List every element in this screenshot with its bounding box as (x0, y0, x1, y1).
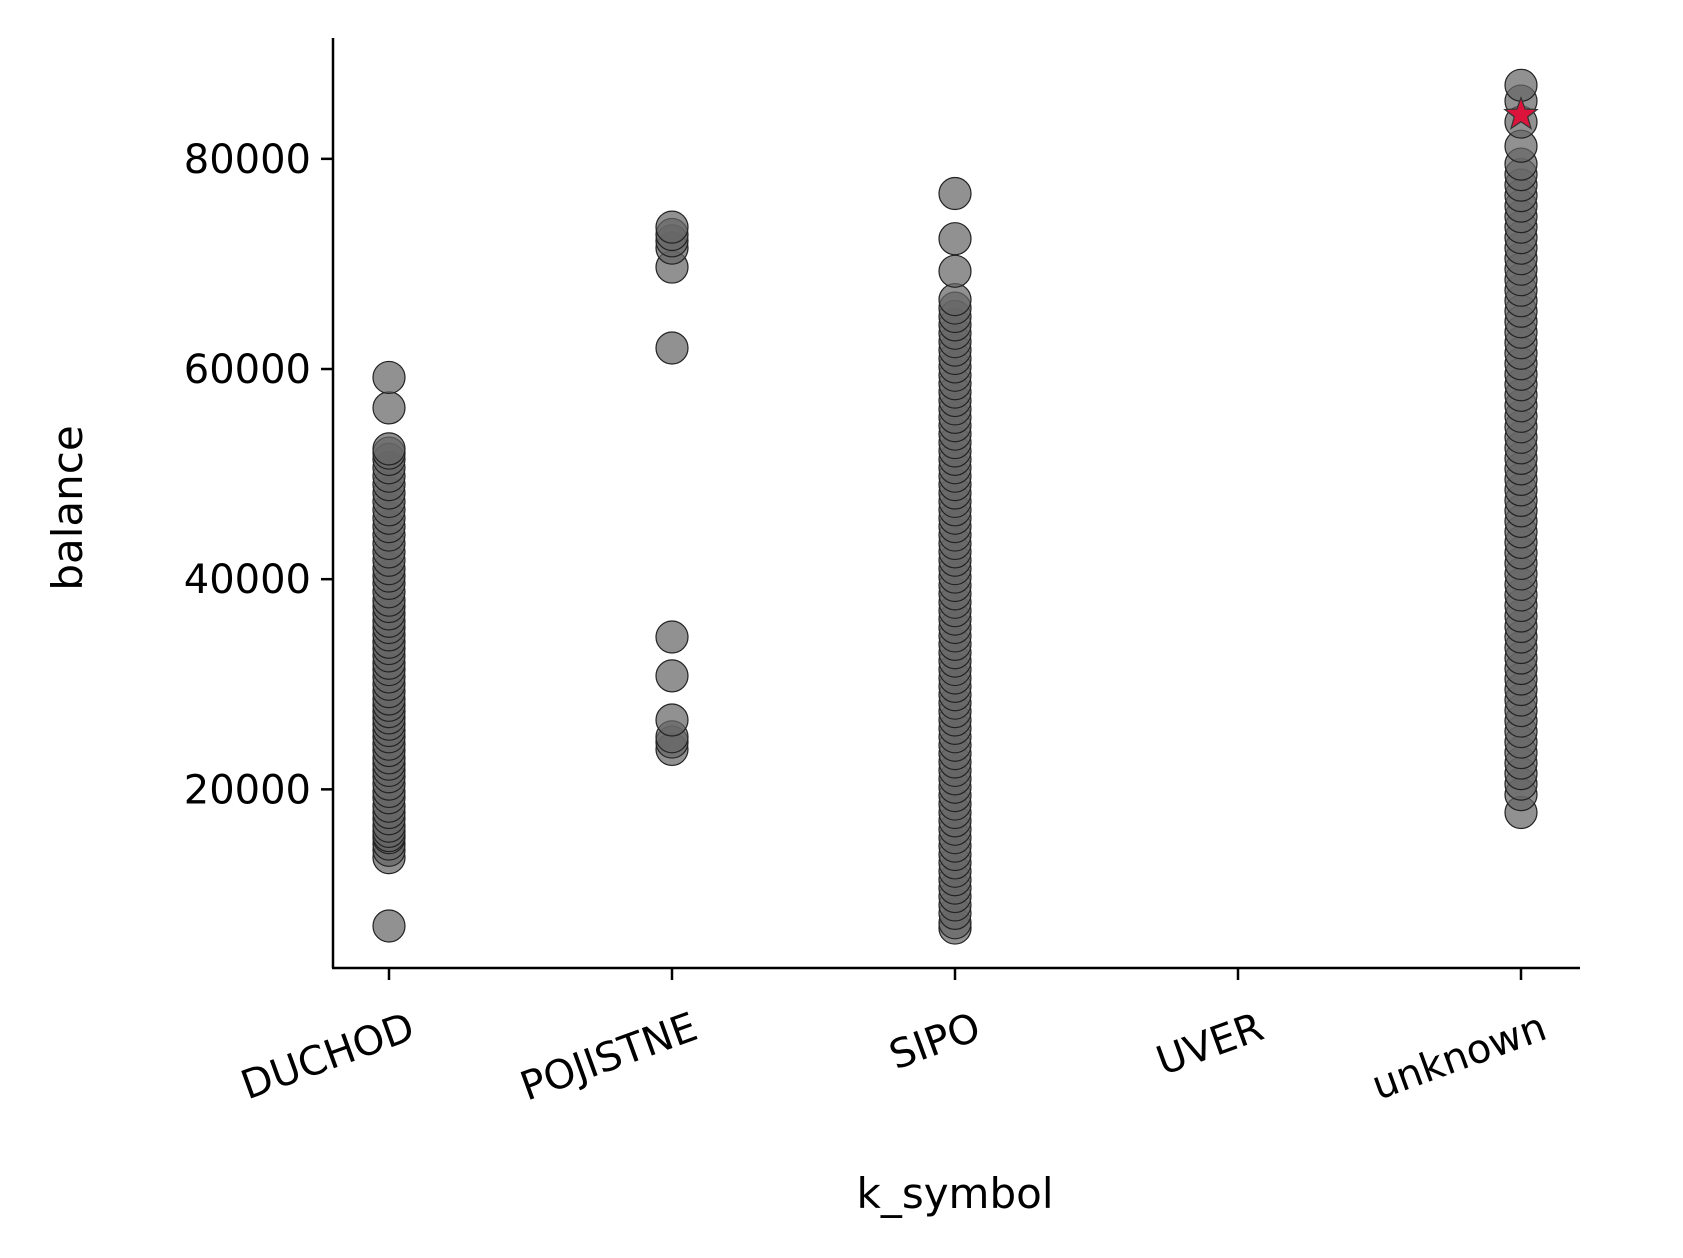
x-tick-label: DUCHOD (235, 1004, 420, 1109)
data-point (372, 391, 406, 425)
y-tick-label: 60000 (184, 347, 311, 393)
x-tick-label: POJISTNE (515, 1004, 704, 1110)
x-ticks: DUCHOD POJISTNE SIPO UVER unknown (235, 968, 1552, 1110)
y-tick-label: 80000 (184, 137, 311, 183)
data-point (655, 703, 689, 737)
data-point (938, 176, 972, 211)
y-ticks: 20000 40000 60000 80000 (184, 137, 333, 813)
x-tick-label: SIPO (883, 1004, 986, 1079)
data-point (655, 210, 689, 244)
data-point (655, 620, 689, 654)
data-point (938, 222, 972, 256)
data-point (372, 909, 406, 943)
x-axis-label: k_symbol (857, 1169, 1054, 1218)
data-point (372, 360, 406, 395)
data-point (938, 254, 972, 288)
highlight-star-point (1503, 95, 1539, 130)
data-point (938, 283, 972, 317)
y-axis-label: balance (43, 425, 92, 590)
y-tick-label: 40000 (184, 557, 311, 603)
x-tick-label: unknown (1366, 1004, 1553, 1109)
y-tick-label: 20000 (184, 767, 311, 813)
data-point (655, 331, 689, 365)
data-point (655, 659, 689, 693)
data-point (372, 432, 406, 466)
x-tick-label: UVER (1151, 1004, 1270, 1085)
points-layer (372, 68, 1539, 945)
